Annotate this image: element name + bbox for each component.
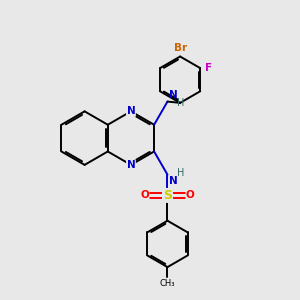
Text: N: N	[169, 90, 178, 100]
Text: O: O	[140, 190, 149, 200]
Text: N: N	[169, 176, 178, 186]
Text: O: O	[186, 190, 195, 200]
Text: CH₃: CH₃	[160, 279, 175, 288]
Text: F: F	[205, 63, 212, 73]
Text: H: H	[177, 98, 185, 108]
Text: S: S	[163, 189, 172, 202]
Text: N: N	[127, 106, 135, 116]
Text: Br: Br	[174, 43, 187, 53]
Text: N: N	[127, 160, 135, 170]
Text: H: H	[177, 168, 185, 178]
